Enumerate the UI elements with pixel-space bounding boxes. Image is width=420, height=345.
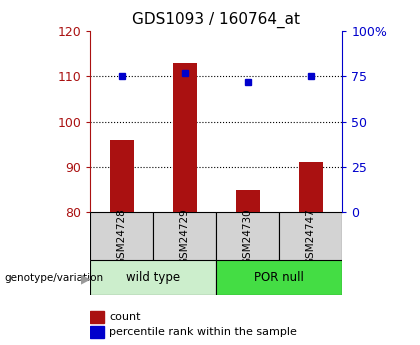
- Bar: [236, 189, 260, 212]
- Bar: [173, 63, 197, 212]
- Text: POR null: POR null: [255, 271, 304, 284]
- Text: GSM24728: GSM24728: [117, 208, 127, 265]
- Bar: [299, 162, 323, 212]
- FancyBboxPatch shape: [90, 260, 216, 295]
- FancyBboxPatch shape: [216, 212, 279, 260]
- Text: GSM24730: GSM24730: [243, 208, 253, 265]
- Text: percentile rank within the sample: percentile rank within the sample: [109, 327, 297, 337]
- FancyBboxPatch shape: [90, 212, 153, 260]
- Text: GSM24729: GSM24729: [180, 208, 190, 265]
- Text: GSM24747: GSM24747: [306, 208, 316, 265]
- Bar: [110, 140, 134, 212]
- Text: wild type: wild type: [126, 271, 180, 284]
- FancyBboxPatch shape: [153, 212, 216, 260]
- Text: genotype/variation: genotype/variation: [4, 274, 103, 283]
- Bar: [90, 326, 105, 338]
- Text: ▶: ▶: [81, 272, 90, 285]
- FancyBboxPatch shape: [279, 212, 342, 260]
- Title: GDS1093 / 160764_at: GDS1093 / 160764_at: [132, 12, 300, 28]
- Text: count: count: [109, 312, 141, 322]
- Bar: [90, 310, 105, 323]
- FancyBboxPatch shape: [216, 260, 342, 295]
